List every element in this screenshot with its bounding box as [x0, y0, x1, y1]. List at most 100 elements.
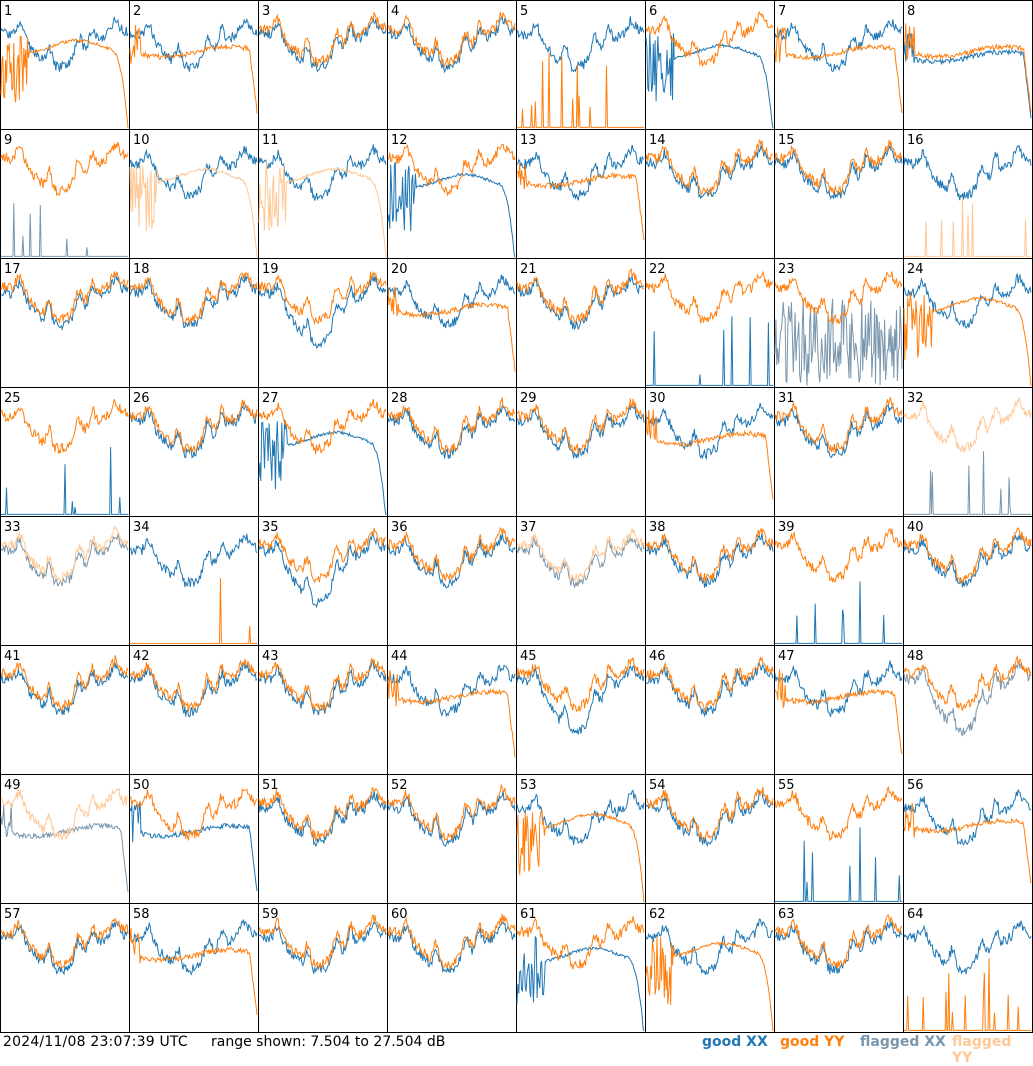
series-xx-panel-5 — [516, 16, 645, 73]
series-yy-panel-32 — [903, 396, 1032, 453]
panel-label: 27 — [262, 391, 279, 406]
series-yy-panel-25 — [0, 399, 129, 454]
panel-label: 42 — [133, 649, 150, 664]
panel-frame — [129, 516, 259, 646]
series-xx-panel-1 — [0, 16, 129, 72]
series-yy-panel-1 — [0, 35, 129, 129]
panel-frame — [0, 129, 130, 259]
series-yy-panel-55 — [774, 785, 903, 842]
panel-26: 26 — [129, 387, 259, 517]
panel-label: 11 — [262, 133, 279, 148]
panel-30: 30 — [645, 387, 775, 517]
series-xx-panel-53 — [516, 789, 645, 846]
series-xx-panel-62 — [645, 918, 774, 975]
series-yy-panel-5 — [517, 52, 644, 128]
panel-label: 2 — [133, 4, 141, 19]
series-xx-panel-55 — [775, 827, 902, 902]
series-yy-panel-39 — [774, 528, 903, 583]
panel-label: 24 — [907, 262, 924, 277]
panel-label: 12 — [391, 133, 408, 148]
series-yy-panel-31 — [774, 395, 903, 454]
panel-7: 7 — [774, 0, 904, 130]
series-xx-panel-56 — [903, 789, 1032, 846]
panel-22: 22 — [645, 258, 775, 388]
series-xx-panel-4 — [387, 16, 516, 74]
series-xx-panel-41 — [0, 661, 129, 716]
panel-33: 33 — [0, 516, 130, 646]
series-yy-panel-44 — [387, 670, 516, 758]
panel-label: 43 — [262, 649, 279, 664]
panel-label: 28 — [391, 391, 408, 406]
panel-label: 1 — [4, 4, 12, 19]
panel-49: 49 — [0, 774, 130, 904]
panel-label: 56 — [907, 778, 924, 793]
panel-label: 3 — [262, 4, 270, 19]
panel-label: 13 — [520, 133, 537, 148]
legend-flagged-xx: flagged XX — [860, 1034, 946, 1050]
panel-label: 59 — [262, 907, 279, 922]
panel-label: 54 — [649, 778, 666, 793]
series-yy-panel-16 — [904, 197, 1031, 257]
series-yy-panel-43 — [258, 657, 387, 711]
panel-label: 15 — [778, 133, 795, 148]
series-xx-panel-43 — [258, 660, 387, 716]
series-xx-panel-19 — [258, 274, 387, 349]
panel-label: 17 — [4, 262, 21, 277]
panel-62: 62 — [645, 903, 775, 1033]
series-xx-panel-18 — [129, 275, 258, 329]
series-xx-panel-40 — [903, 533, 1032, 588]
panel-54: 54 — [645, 774, 775, 904]
series-yy-panel-3 — [258, 11, 387, 67]
panel-45: 45 — [516, 645, 646, 775]
panel-label: 37 — [520, 520, 537, 535]
series-yy-panel-7 — [774, 27, 903, 113]
panel-56: 56 — [903, 774, 1033, 904]
panel-48: 48 — [903, 645, 1033, 775]
series-yy-panel-13 — [516, 163, 645, 241]
panel-9: 9 — [0, 129, 130, 259]
series-xx-panel-63 — [774, 921, 903, 975]
series-yy-panel-61 — [516, 916, 645, 970]
panel-frame — [387, 0, 517, 130]
panel-label: 58 — [133, 907, 150, 922]
series-xx-panel-10 — [129, 145, 258, 200]
panel-label: 61 — [520, 907, 537, 922]
panel-57: 57 — [0, 903, 130, 1033]
panel-frame — [774, 0, 904, 130]
panel-3: 3 — [258, 0, 388, 130]
panel-5: 5 — [516, 0, 646, 130]
panel-19: 19 — [258, 258, 388, 388]
panel-frame — [129, 0, 259, 130]
series-xx-panel-17 — [0, 273, 129, 331]
series-yy-panel-56 — [903, 802, 1032, 884]
panel-label: 57 — [4, 907, 21, 922]
series-yy-panel-58 — [129, 928, 258, 1016]
panel-35: 35 — [258, 516, 388, 646]
panel-40: 40 — [903, 516, 1033, 646]
panel-55: 55 — [774, 774, 904, 904]
legend-good-yy: good YY — [780, 1034, 844, 1050]
panel-59: 59 — [258, 903, 388, 1033]
panel-label: 41 — [4, 649, 21, 664]
panel-label: 6 — [649, 4, 657, 19]
legend-flagged-yy: flagged YY — [952, 1034, 1033, 1066]
series-yy-panel-40 — [903, 527, 1032, 584]
panel-label: 51 — [262, 778, 279, 793]
panel-label: 4 — [391, 4, 399, 19]
panel-label: 35 — [262, 520, 279, 535]
series-xx-panel-58 — [129, 919, 258, 976]
series-yy-panel-64 — [904, 958, 1031, 1031]
panel-17: 17 — [0, 258, 130, 388]
series-yy-panel-37 — [517, 528, 645, 583]
panel-label: 30 — [649, 391, 666, 406]
series-xx-panel-27 — [258, 419, 387, 516]
panel-label: 52 — [391, 778, 408, 793]
series-yy-panel-6 — [645, 10, 774, 68]
panel-46: 46 — [645, 645, 775, 775]
series-yy-panel-28 — [387, 397, 516, 455]
series-xx-panel-51 — [258, 790, 387, 847]
panel-47: 47 — [774, 645, 904, 775]
panel-label: 8 — [907, 4, 915, 19]
panel-44: 44 — [387, 645, 517, 775]
